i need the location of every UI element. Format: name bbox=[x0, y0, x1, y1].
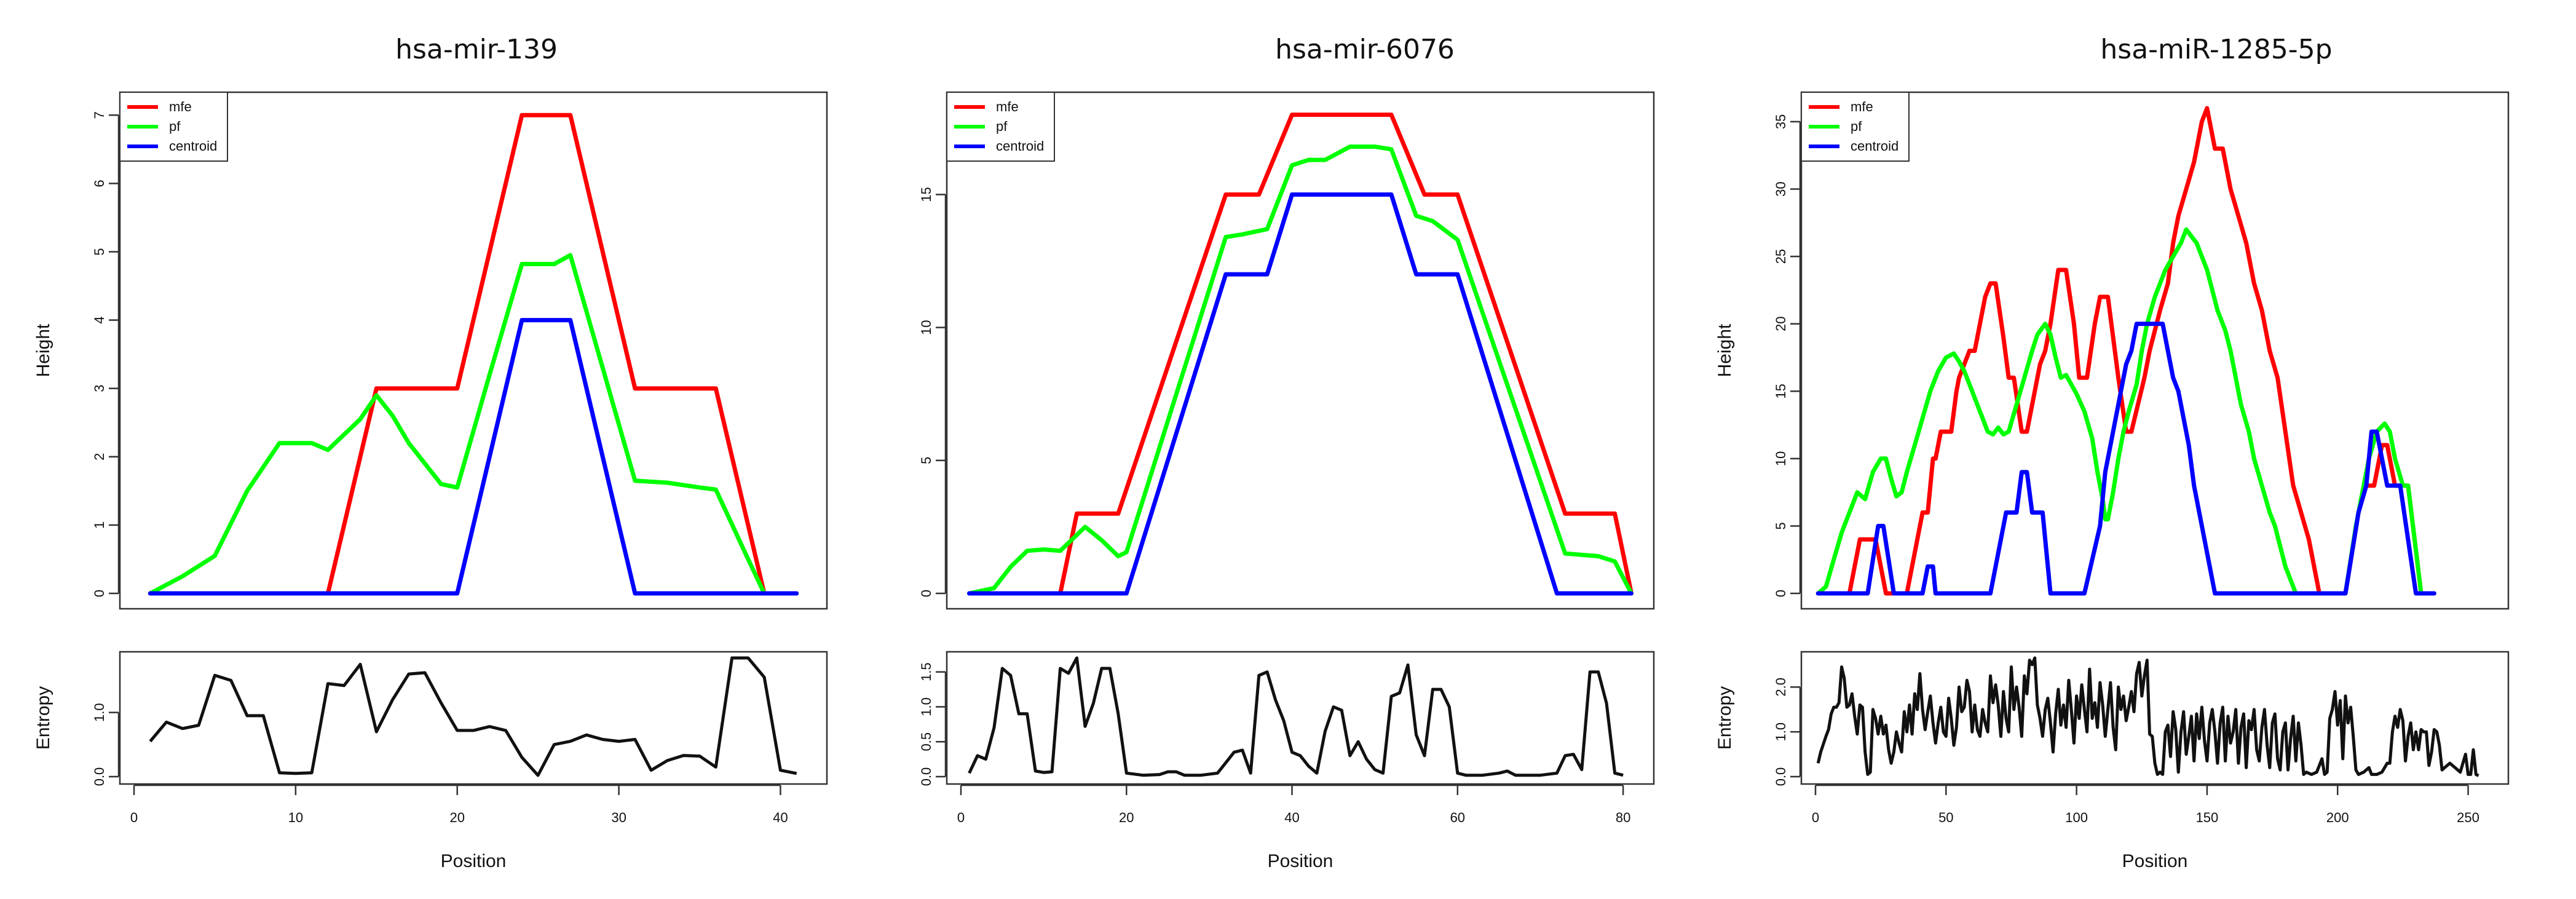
legend-label-mfe: mfe bbox=[1851, 99, 1873, 114]
y-tick-label: 35 bbox=[1773, 114, 1788, 129]
x-tick-label: 150 bbox=[2196, 810, 2219, 825]
x-tick-label: 10 bbox=[288, 810, 303, 825]
y-tick-label: 7 bbox=[92, 111, 107, 119]
legend: mfe pf centroid bbox=[946, 92, 1055, 162]
legend-label-pf: pf bbox=[996, 119, 1008, 134]
x-tick-label: 60 bbox=[1450, 810, 1465, 825]
legend-label-centroid: centroid bbox=[1851, 138, 1898, 154]
y-tick-label: 4 bbox=[92, 316, 107, 323]
entropy-frame bbox=[1800, 651, 2510, 785]
x-tick-label: 0 bbox=[1812, 810, 1819, 825]
entropy-y-tick-label: 1.5 bbox=[919, 662, 934, 681]
y-tick-label: 15 bbox=[1773, 384, 1788, 398]
legend-label-centroid: centroid bbox=[996, 138, 1044, 154]
series-line-mfe bbox=[1815, 106, 2436, 596]
x-tick-label: 80 bbox=[1616, 810, 1630, 825]
entropy-y-tick-label: 0.5 bbox=[919, 732, 934, 751]
legend: mfe pf centroid bbox=[1801, 92, 1910, 162]
y-axis-label: Height bbox=[1715, 323, 1735, 377]
x-tick-label: 20 bbox=[449, 810, 464, 825]
plot-frame bbox=[119, 91, 828, 610]
entropy-y-tick-label: 1.0 bbox=[92, 703, 107, 722]
series-line-centroid bbox=[148, 318, 799, 596]
entropy-frame bbox=[946, 651, 1655, 785]
plot-frame bbox=[946, 91, 1655, 610]
y-tick-label: 0 bbox=[919, 590, 934, 597]
series-line-pf bbox=[148, 253, 799, 596]
legend-label-pf: pf bbox=[1851, 119, 1862, 134]
chart-panel-2: hsa-mir-6076 0 5 10 15 mfe pf centroid 0.0 0.5 1.0… bbox=[919, 34, 1655, 871]
chart-panel-1: hsa-mir-139 0 1 2 3 4 5 6 7 Height mfe pf centroid 0.… bbox=[33, 34, 828, 871]
series-line-pf bbox=[967, 145, 1634, 596]
y-tick-label: 1 bbox=[92, 521, 107, 529]
x-tick-label: 100 bbox=[2065, 810, 2088, 825]
chart-title: hsa-mir-139 bbox=[395, 34, 558, 65]
entropy-y-axis-label: Entropy bbox=[1715, 686, 1735, 750]
x-tick-label: 30 bbox=[611, 810, 626, 825]
y-tick-label: 20 bbox=[1773, 316, 1788, 331]
legend-label-centroid: centroid bbox=[169, 138, 217, 154]
y-tick-label: 10 bbox=[1773, 451, 1788, 466]
y-tick-label: 5 bbox=[92, 248, 107, 255]
chart-panel-3: hsa-miR-1285-5p 0 5 10 15 20 25 30 35 Height mfe pf… bbox=[1715, 34, 2510, 871]
y-tick-label: 2 bbox=[92, 453, 107, 461]
x-tick-label: 50 bbox=[1938, 810, 1953, 825]
y-axis-label: Height bbox=[33, 323, 53, 377]
y-tick-label: 0 bbox=[92, 590, 107, 597]
x-tick-label: 250 bbox=[2457, 810, 2479, 825]
legend: mfe pf centroid bbox=[119, 92, 228, 162]
entropy-frame bbox=[119, 651, 828, 785]
legend-label-mfe: mfe bbox=[169, 99, 192, 114]
legend-label-mfe: mfe bbox=[996, 99, 1019, 114]
entropy-y-tick-label: 1.0 bbox=[1773, 723, 1788, 742]
entropy-y-tick-label: 0.0 bbox=[92, 767, 107, 786]
x-tick-label: 40 bbox=[1284, 810, 1299, 825]
y-tick-label: 10 bbox=[919, 320, 934, 335]
series-line-pf bbox=[1815, 227, 2436, 596]
y-tick-label: 3 bbox=[92, 385, 107, 392]
x-tick-label: 20 bbox=[1119, 810, 1134, 825]
chart-title: hsa-miR-1285-5p bbox=[2100, 34, 2332, 65]
series-line-mfe bbox=[967, 113, 1634, 596]
chart-title: hsa-mir-6076 bbox=[1275, 34, 1455, 65]
plot-frame bbox=[1800, 91, 2510, 610]
entropy-line bbox=[1816, 656, 2479, 777]
x-tick-label: 200 bbox=[2326, 810, 2349, 825]
y-tick-label: 5 bbox=[1773, 522, 1788, 529]
y-tick-label: 15 bbox=[919, 187, 934, 202]
legend-label-pf: pf bbox=[169, 119, 181, 134]
entropy-y-tick-label: 2.0 bbox=[1773, 678, 1788, 697]
y-tick-label: 25 bbox=[1773, 249, 1788, 264]
x-axis-label: Position bbox=[2122, 851, 2188, 871]
series-line-mfe bbox=[148, 113, 799, 596]
entropy-y-tick-label: 0.0 bbox=[1773, 767, 1788, 786]
entropy-y-tick-label: 0.0 bbox=[919, 767, 934, 786]
x-tick-label: 0 bbox=[957, 810, 965, 825]
entropy-line bbox=[149, 656, 797, 777]
y-tick-label: 30 bbox=[1773, 181, 1788, 196]
entropy-line bbox=[968, 656, 1624, 777]
x-axis-label: Position bbox=[1268, 851, 1333, 871]
y-tick-label: 5 bbox=[919, 457, 934, 464]
series-line-centroid bbox=[1815, 322, 2436, 596]
x-tick-label: 40 bbox=[773, 810, 788, 825]
y-tick-label: 0 bbox=[1773, 590, 1788, 597]
entropy-y-tick-label: 1.0 bbox=[919, 697, 934, 716]
x-tick-label: 0 bbox=[130, 810, 138, 825]
y-tick-label: 6 bbox=[92, 180, 107, 187]
series-line-centroid bbox=[967, 192, 1634, 596]
entropy-y-axis-label: Entropy bbox=[33, 686, 53, 750]
x-axis-label: Position bbox=[441, 851, 507, 871]
